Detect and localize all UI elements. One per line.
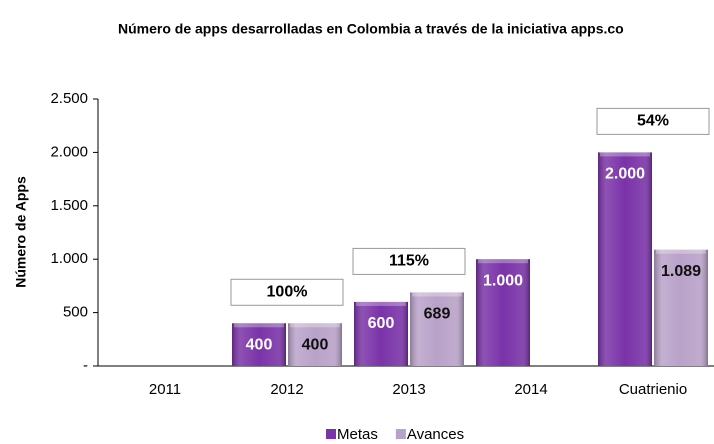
annotation: 100% — [267, 283, 308, 300]
y-tick-label: 2.500 — [50, 90, 88, 107]
x-tick-label: Cuatrienio — [619, 381, 687, 398]
chart-title: Número de apps desarrolladas en Colombia… — [118, 21, 624, 37]
bar-shine — [288, 323, 342, 366]
bar-top — [478, 259, 528, 264]
annotation: 54% — [637, 113, 669, 130]
x-tick-label: 2013 — [392, 381, 425, 398]
value-label: 400 — [246, 336, 273, 353]
legend-label: Metas — [337, 426, 378, 443]
bar-shine — [354, 301, 408, 366]
annotation-box — [352, 247, 466, 275]
value-label: 689 — [424, 306, 451, 323]
x-tick-label: 2011 — [149, 381, 181, 398]
bar-shine — [654, 249, 708, 366]
y-tick-label: 2.000 — [50, 143, 88, 160]
bar-top — [234, 323, 284, 328]
annotation-box — [230, 278, 344, 306]
y-tick-label: - — [83, 357, 88, 374]
bar-shine — [410, 292, 464, 366]
value-label: 400 — [302, 336, 329, 353]
bar-shine — [598, 152, 652, 366]
bar-top — [656, 249, 706, 254]
value-label: 1.089 — [661, 263, 701, 280]
y-tick-label: 1.500 — [50, 197, 88, 214]
annotation-box — [596, 107, 710, 135]
bar-shine — [476, 259, 530, 366]
legend-swatch — [326, 429, 336, 439]
x-tick-label: 2012 — [270, 381, 303, 398]
bar-shine — [232, 323, 286, 366]
value-label: 1.000 — [483, 272, 523, 289]
bar-top — [356, 301, 406, 306]
y-axis-label: Número de Apps — [13, 176, 29, 288]
value-label: 600 — [368, 315, 395, 332]
bar-top — [600, 152, 650, 157]
y-tick-label: 500 — [63, 304, 88, 321]
bar-top — [412, 292, 462, 297]
legend-swatch — [395, 429, 406, 439]
value-label: 2.000 — [605, 166, 645, 183]
annotation: 115% — [389, 253, 429, 270]
y-tick-label: 1.000 — [50, 250, 88, 267]
x-tick-label: 2014 — [514, 381, 547, 398]
legend-label: Avances — [407, 426, 464, 443]
bar-top — [290, 323, 340, 328]
